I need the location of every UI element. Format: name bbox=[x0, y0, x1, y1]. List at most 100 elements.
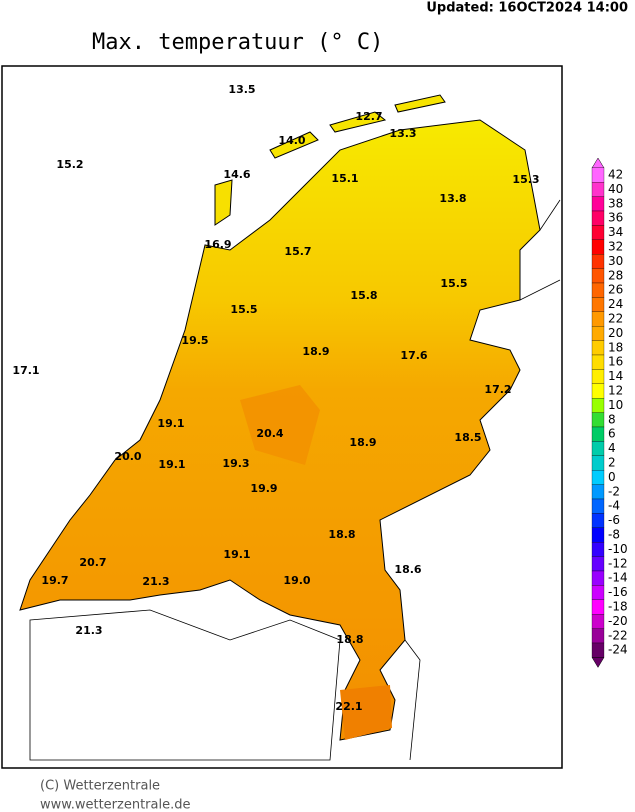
temperature-reading: 20.4 bbox=[256, 427, 283, 440]
belgium-border bbox=[29, 609, 341, 761]
temperature-reading: 19.1 bbox=[158, 458, 185, 471]
legend-label: -14 bbox=[608, 571, 628, 585]
legend-swatch bbox=[591, 599, 605, 615]
legend-swatch bbox=[591, 513, 605, 528]
legend-label: 4 bbox=[608, 441, 616, 455]
temperature-reading: 18.8 bbox=[336, 633, 363, 646]
legend-swatch bbox=[591, 542, 605, 557]
legend-swatch bbox=[591, 268, 605, 284]
temperature-reading: 19.5 bbox=[181, 334, 208, 347]
legend-swatch bbox=[591, 225, 605, 240]
legend-swatch bbox=[591, 398, 605, 413]
temperature-reading: 19.1 bbox=[157, 417, 184, 430]
legend-swatch bbox=[591, 297, 605, 312]
temperature-reading: 15.7 bbox=[284, 245, 311, 258]
legend-swatch bbox=[591, 614, 605, 629]
legend-swatch bbox=[591, 354, 605, 370]
germany-border bbox=[404, 199, 561, 761]
legend-swatch bbox=[591, 441, 605, 456]
legend-label: 16 bbox=[608, 355, 623, 369]
utrecht-warm bbox=[240, 385, 320, 465]
temperature-reading: 17.6 bbox=[400, 349, 427, 362]
legend-label: 28 bbox=[608, 268, 623, 282]
temperature-reading: 15.1 bbox=[331, 172, 358, 185]
legend-swatch bbox=[591, 383, 605, 399]
legend-swatch bbox=[591, 326, 605, 341]
legend-label: 34 bbox=[608, 225, 623, 239]
temperature-reading: 17.1 bbox=[12, 364, 39, 377]
temperature-reading: 19.3 bbox=[222, 457, 249, 470]
legend-swatch bbox=[591, 570, 605, 586]
legend-swatch bbox=[591, 196, 605, 212]
temperature-reading: 17.2 bbox=[484, 383, 511, 396]
legend-swatch bbox=[591, 484, 605, 500]
island bbox=[329, 111, 387, 133]
legend-swatch bbox=[591, 642, 605, 658]
legend-arrow-bottom bbox=[591, 657, 605, 668]
temperature-reading: 13.5 bbox=[228, 83, 255, 96]
temperature-reading: 20.0 bbox=[114, 450, 141, 463]
temperature-reading: 19.1 bbox=[223, 548, 250, 561]
temperature-reading: 21.3 bbox=[142, 575, 169, 588]
legend-swatch bbox=[591, 628, 605, 644]
legend-label: 0 bbox=[608, 470, 616, 484]
temperature-reading: 19.9 bbox=[250, 482, 277, 495]
legend-label: 8 bbox=[608, 412, 616, 426]
temperature-reading: 19.7 bbox=[41, 574, 68, 587]
temperature-reading: 14.0 bbox=[278, 134, 305, 147]
temperature-reading: 18.9 bbox=[349, 436, 376, 449]
temperature-reading: 12.7 bbox=[355, 110, 382, 123]
legend-swatch bbox=[591, 426, 605, 442]
legend-swatch bbox=[591, 282, 605, 298]
legend-label: -20 bbox=[608, 614, 628, 628]
temperature-reading: 18.8 bbox=[328, 528, 355, 541]
legend-label: -10 bbox=[608, 542, 628, 556]
legend-swatch bbox=[591, 254, 605, 269]
temperature-reading: 13.3 bbox=[389, 127, 416, 140]
legend-label: 14 bbox=[608, 369, 623, 383]
legend-label: 42 bbox=[608, 168, 623, 182]
legend-label: -8 bbox=[608, 528, 620, 542]
legend-label: 38 bbox=[608, 196, 623, 210]
temperature-reading: 19.0 bbox=[283, 574, 310, 587]
temperature-reading: 16.9 bbox=[204, 238, 231, 251]
legend-swatch bbox=[591, 527, 605, 543]
legend-swatch bbox=[591, 210, 605, 226]
island bbox=[214, 179, 233, 226]
legend-label: 30 bbox=[608, 254, 623, 268]
legend-swatch bbox=[591, 182, 605, 197]
legend-label: -12 bbox=[608, 556, 628, 570]
legend-label: -16 bbox=[608, 585, 628, 599]
legend-swatch bbox=[591, 311, 605, 327]
copyright: (C) Wetterzentrale bbox=[40, 779, 160, 794]
legend-label: 40 bbox=[608, 182, 623, 196]
temperature-reading: 18.6 bbox=[394, 563, 421, 576]
legend-swatch bbox=[591, 556, 605, 572]
temperature-reading: 18.9 bbox=[302, 345, 329, 358]
legend-label: 26 bbox=[608, 283, 623, 297]
temperature-reading: 13.8 bbox=[439, 192, 466, 205]
legend-swatch bbox=[591, 340, 605, 356]
legend-label: -18 bbox=[608, 600, 628, 614]
legend-label: 22 bbox=[608, 312, 623, 326]
legend-label: 10 bbox=[608, 398, 623, 412]
temperature-reading: 18.5 bbox=[454, 431, 481, 444]
updated: Updated: 16OCT2024 14:00 bbox=[426, 1, 628, 16]
legend-swatch bbox=[591, 455, 605, 471]
island bbox=[394, 94, 446, 113]
legend-arrow-top bbox=[591, 157, 605, 169]
legend-label: -24 bbox=[608, 643, 628, 657]
title: Max. temperatuur (° C) bbox=[92, 30, 383, 55]
legend-swatch bbox=[591, 369, 605, 384]
legend-label: 12 bbox=[608, 384, 623, 398]
legend-label: -6 bbox=[608, 513, 620, 527]
legend-label: 20 bbox=[608, 326, 623, 340]
legend-swatch bbox=[591, 498, 605, 514]
temperature-reading: 15.8 bbox=[350, 289, 377, 302]
legend-label: -4 bbox=[608, 499, 620, 513]
temperature-reading: 21.3 bbox=[75, 624, 102, 637]
temperature-reading: 20.7 bbox=[79, 556, 106, 569]
temperature-reading: 22.1 bbox=[335, 700, 362, 713]
temperature-reading: 15.5 bbox=[440, 277, 467, 290]
